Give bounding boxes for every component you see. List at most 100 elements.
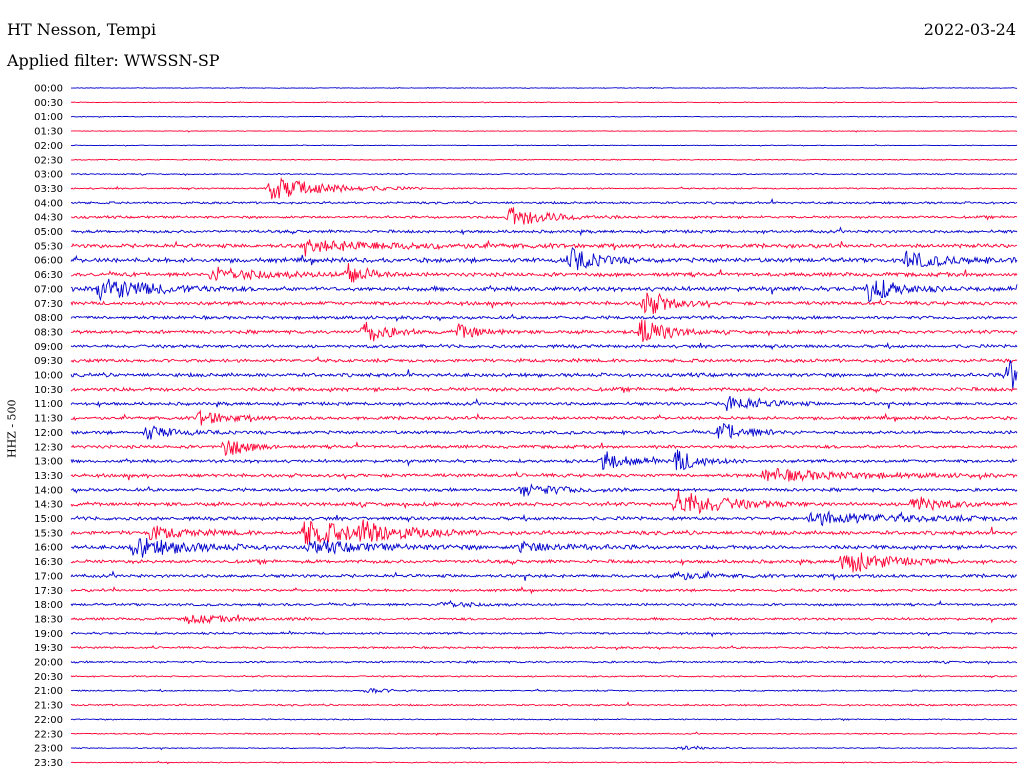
row-time-label: 05:00 [34,227,63,238]
row-time-label: 03:30 [34,184,63,195]
trace-row-0800 [70,313,1018,323]
trace-row-1200 [70,422,1018,440]
trace-row-0900 [70,341,1018,351]
row-time-label: 00:00 [34,84,63,95]
row-time-label: 23:30 [34,758,63,769]
row-time-label: 20:00 [34,658,63,669]
trace-row-0500 [70,226,1018,237]
trace-row-0630 [71,263,1018,283]
trace-row-0830 [70,319,1018,342]
row-time-label: 13:30 [34,471,63,482]
trace-row-2330 [70,760,1018,765]
trace-row-2100 [70,688,1018,695]
trace-row-2130 [70,701,1018,707]
trace-row-1530 [70,519,1018,545]
row-time-label: 01:00 [34,112,63,123]
trace-row-1600 [70,537,1018,558]
row-time-label: 14:30 [34,500,63,511]
trace-row-1430 [70,489,1018,515]
row-time-label: 11:00 [34,399,63,410]
trace-row-1330 [70,467,1018,483]
row-time-label: 20:30 [34,672,63,683]
trace-row-1100 [70,395,1018,411]
trace-row-0930 [70,355,1018,364]
row-time-label: 17:00 [34,571,63,582]
trace-row-1000 [70,360,1018,390]
trace-row-1900 [70,630,1018,638]
trace-row-0430 [70,207,1018,225]
row-time-label: 09:30 [34,356,63,367]
date-label: 2022-03-24 [923,20,1016,39]
row-time-label: 19:30 [34,643,63,654]
row-time-label: 08:00 [34,313,63,324]
trace-row-0030 [70,101,1017,104]
row-time-label: 03:00 [34,170,63,181]
row-time-label: 16:30 [34,557,63,568]
trace-row-1930 [70,645,1018,651]
filter-label: Applied filter: WWSSN-SP [7,51,220,70]
row-time-label: 10:30 [34,385,63,396]
trace-row-0700 [70,278,1018,303]
station-title: HT Nesson, Tempi [7,20,157,39]
trace-row-2200 [70,718,1018,722]
row-time-label: 18:00 [34,600,63,611]
row-time-label: 15:00 [34,514,63,525]
trace-row-1500 [70,510,1018,527]
trace-row-1830 [70,614,1018,625]
row-time-label: 13:00 [34,457,63,468]
row-time-label: 22:00 [34,715,63,726]
trace-row-0300 [70,172,1018,176]
trace-row-1800 [70,599,1018,609]
row-time-label: 10:00 [34,371,63,382]
trace-row-1300 [70,449,1018,471]
trace-row-0730 [70,292,1018,315]
row-time-label: 21:30 [34,701,63,712]
trace-row-1730 [70,586,1018,595]
row-time-label: 16:00 [34,543,63,554]
trace-row-0600 [70,246,1018,271]
row-time-label: 15:30 [34,528,63,539]
trace-row-0400 [70,197,1018,205]
trace-row-1400 [70,483,1018,497]
row-time-label: 07:30 [34,299,63,310]
trace-row-1130 [70,409,1018,426]
row-time-label: 12:00 [34,428,63,439]
trace-row-1230 [70,440,1018,457]
trace-row-1630 [70,552,1018,573]
row-time-label: 04:00 [34,198,63,209]
row-time-label: 12:30 [34,442,63,453]
trace-row-1700 [70,570,1017,581]
row-time-label: 08:30 [34,327,63,338]
row-time-label: 21:00 [34,686,63,697]
row-time-label: 19:00 [34,629,63,640]
trace-row-0330 [70,176,1017,200]
row-time-label: 17:30 [34,586,63,597]
row-time-label: 11:30 [34,414,63,425]
trace-row-0230 [70,158,1018,161]
trace-row-2230 [71,731,1018,736]
trace-row-0000 [71,86,1018,90]
row-time-label: 07:00 [34,284,63,295]
trace-row-0200 [70,144,1018,147]
trace-row-0100 [70,115,1018,118]
row-time-label: 09:00 [34,342,63,353]
row-time-label: 04:30 [34,213,63,224]
row-time-label: 22:30 [34,729,63,740]
row-time-label: 06:30 [34,270,63,281]
row-time-label: 00:30 [34,98,63,109]
row-time-label: 05:30 [34,241,63,252]
row-time-label: 14:00 [34,485,63,496]
trace-row-1030 [70,386,1018,394]
row-time-label: 02:30 [34,155,63,166]
row-time-label: 23:00 [34,744,63,755]
row-time-label: 02:00 [34,141,63,152]
trace-row-2000 [70,660,1018,665]
row-time-label: 01:30 [34,127,63,138]
trace-row-0530 [70,239,1017,257]
trace-row-2300 [70,745,1018,751]
trace-row-0130 [70,129,1018,133]
row-time-label: 06:00 [34,256,63,267]
trace-row-2030 [70,673,1018,679]
row-time-label: 18:30 [34,614,63,625]
